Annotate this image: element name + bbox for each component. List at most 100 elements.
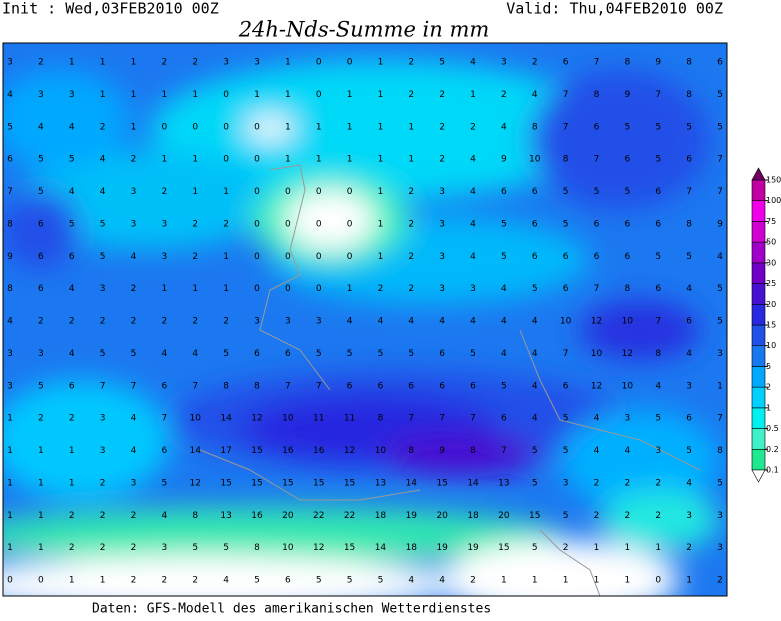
grid-value: 10 xyxy=(560,317,572,327)
grid-value: 1 xyxy=(378,90,384,100)
grid-value: 12 xyxy=(344,446,355,456)
grid-value: 1 xyxy=(470,90,476,100)
grid-value: 4 xyxy=(38,122,44,132)
grid-value: 3 xyxy=(717,511,723,521)
grid-value: 5 xyxy=(563,219,569,229)
grid-value: 8 xyxy=(192,511,198,521)
grid-value: 6 xyxy=(563,252,569,262)
grid-value: 6 xyxy=(717,58,723,68)
grid-value: 13 xyxy=(220,511,231,521)
grid-value: 2 xyxy=(501,90,507,100)
grid-value: 5 xyxy=(563,446,569,456)
grid-value: 4 xyxy=(594,414,600,424)
grid-value: 1 xyxy=(378,219,384,229)
grid-value: 4 xyxy=(501,349,507,359)
grid-value: 6 xyxy=(686,317,692,327)
grid-value: 1 xyxy=(223,252,229,262)
grid-value: 10 xyxy=(375,446,387,456)
map-frame xyxy=(2,42,728,597)
grid-value: 5 xyxy=(408,349,414,359)
grid-value: 10 xyxy=(189,414,201,424)
grid-value: 7 xyxy=(717,414,723,424)
grid-value: 5 xyxy=(470,349,476,359)
grid-value: 9 xyxy=(717,219,723,229)
grid-value: 3 xyxy=(38,349,44,359)
grid-value: 3 xyxy=(717,543,723,553)
grid-value: 1 xyxy=(7,478,13,488)
grid-value: 7 xyxy=(100,381,106,391)
colorbar-label: 150 xyxy=(766,176,781,185)
colorbar-swatch xyxy=(751,241,766,264)
grid-value: 5 xyxy=(655,414,661,424)
grid-value: 15 xyxy=(313,478,324,488)
grid-value: 0 xyxy=(254,187,260,197)
grid-value: 6 xyxy=(686,155,692,165)
grid-value: 2 xyxy=(594,511,600,521)
grid-value: 3 xyxy=(470,284,476,294)
grid-value: 3 xyxy=(69,90,75,100)
grid-value: 8 xyxy=(254,381,260,391)
grid-value: 12 xyxy=(591,381,602,391)
grid-value: 7 xyxy=(131,381,137,391)
grid-value: 0 xyxy=(254,155,260,165)
grid-value: 9 xyxy=(7,252,13,262)
grid-value: 1 xyxy=(625,543,631,553)
grid-value: 4 xyxy=(69,187,75,197)
grid-value: 4 xyxy=(439,317,445,327)
grid-value: 5 xyxy=(100,349,106,359)
grid-value: 2 xyxy=(161,576,167,586)
grid-value: 1 xyxy=(347,90,353,100)
grid-value: 3 xyxy=(655,446,661,456)
precip-field xyxy=(3,43,727,596)
grid-value: 1 xyxy=(7,511,13,521)
grid-value: 6 xyxy=(532,187,538,197)
grid-value: 16 xyxy=(282,446,294,456)
grid-value: 1 xyxy=(38,446,44,456)
grid-value: 2 xyxy=(100,543,106,553)
footer: Daten: GFS-Modell des amerikanischen Wet… xyxy=(92,602,491,617)
grid-value: 4 xyxy=(470,317,476,327)
grid-value: 10 xyxy=(622,317,634,327)
grid-value: 4 xyxy=(347,317,353,327)
grid-value: 1 xyxy=(717,381,723,391)
grid-value: 4 xyxy=(594,446,600,456)
grid-value: 4 xyxy=(131,252,137,262)
colorbar-label: 0.2 xyxy=(766,445,779,454)
grid-value: 0 xyxy=(347,58,353,68)
grid-value: 3 xyxy=(717,349,723,359)
grid-value: 4 xyxy=(69,122,75,132)
grid-value: 3 xyxy=(100,284,106,294)
grid-value: 5 xyxy=(717,478,723,488)
colorbar-swatch xyxy=(751,303,766,326)
grid-value: 2 xyxy=(655,478,661,488)
grid-value: 8 xyxy=(655,349,661,359)
grid-value: 1 xyxy=(686,576,692,586)
colorbar-label: 20 xyxy=(766,300,776,309)
grid-value: 7 xyxy=(7,187,13,197)
grid-value: 6 xyxy=(594,219,600,229)
grid-value: 15 xyxy=(344,478,355,488)
grid-value: 1 xyxy=(532,576,538,586)
grid-value: 6 xyxy=(563,58,569,68)
grid-value: 8 xyxy=(625,284,631,294)
grid-value: 3 xyxy=(131,478,137,488)
grid-value: 2 xyxy=(100,122,106,132)
grid-value: 2 xyxy=(470,122,476,132)
grid-value: 0 xyxy=(192,122,198,132)
colorbar-swatch xyxy=(751,407,766,429)
grid-value: 5 xyxy=(532,478,538,488)
grid-value: 9 xyxy=(655,58,661,68)
grid-value: 2 xyxy=(69,414,75,424)
grid-value: 6 xyxy=(594,122,600,132)
grid-value: 10 xyxy=(282,543,294,553)
grid-value: 1 xyxy=(378,252,384,262)
grid-value: 6 xyxy=(161,381,167,391)
grid-value: 6 xyxy=(686,414,692,424)
grid-value: 4 xyxy=(686,349,692,359)
grid-value: 2 xyxy=(408,58,414,68)
grid-value: 6 xyxy=(38,284,44,294)
grid-value: 1 xyxy=(378,187,384,197)
grid-value: 5 xyxy=(131,349,137,359)
grid-value: 3 xyxy=(439,187,445,197)
